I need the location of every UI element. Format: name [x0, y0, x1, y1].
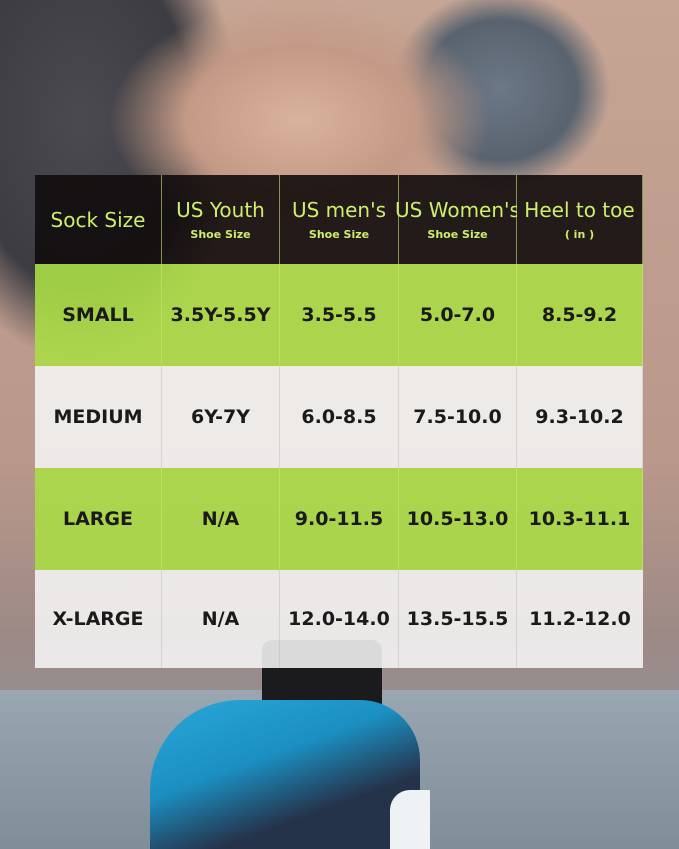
sneaker-sole [390, 790, 430, 849]
cell-value: 3.5-5.5 [301, 304, 377, 326]
table-cell: 7.5-10.0 [399, 366, 517, 468]
size-label-cell: MEDIUM [35, 366, 162, 468]
header-title: US Youth [176, 198, 265, 222]
column-header: US men's Shoe Size [280, 175, 399, 264]
cell-value: X-LARGE [52, 608, 144, 630]
cell-value: 3.5Y-5.5Y [170, 304, 271, 326]
header-subtitle: Shoe Size [427, 228, 488, 241]
table-cell: 12.0-14.0 [280, 570, 399, 668]
cell-value: MEDIUM [53, 406, 143, 428]
cell-value: 13.5-15.5 [406, 608, 509, 630]
table-cell: 8.5-9.2 [517, 264, 643, 366]
table-cell: 9.0-11.5 [280, 468, 399, 570]
table-cell: 10.3-11.1 [517, 468, 643, 570]
size-chart-table: Sock Size US Youth Shoe Size US men's Shoe S… [35, 175, 643, 668]
column-header: US Women's Shoe Size [395, 175, 520, 264]
table-cell: 6Y-7Y [162, 366, 280, 468]
cell-value: 6.0-8.5 [301, 406, 377, 428]
header-title: US men's [291, 198, 387, 222]
header-subtitle: Shoe Size [190, 228, 251, 241]
cell-value: 5.0-7.0 [419, 304, 496, 326]
cell-value: 10.5-13.0 [406, 508, 509, 530]
size-label-cell: LARGE [35, 468, 162, 570]
column-header: Sock Size [35, 175, 162, 264]
table-cell: 6.0-8.5 [280, 366, 399, 468]
cell-value: 12.0-14.0 [288, 608, 390, 630]
cell-value: 6Y-7Y [190, 406, 251, 428]
cell-value: 8.5-9.2 [541, 304, 618, 326]
cell-value: 7.5-10.0 [413, 406, 502, 428]
table-cell: N/A [162, 570, 280, 668]
table-cell: 11.2-12.0 [517, 570, 643, 668]
column-header: Heel to toe ( in ) [517, 175, 643, 264]
blue-sneaker [150, 700, 420, 849]
table-cell: 10.5-13.0 [399, 468, 517, 570]
size-label-cell: SMALL [35, 264, 162, 366]
column-header: US Youth Shoe Size [162, 175, 280, 264]
header-title: Heel to toe [524, 198, 635, 222]
cell-value: 11.2-12.0 [529, 608, 631, 630]
header-title: Sock Size [50, 207, 146, 232]
cell-value: 9.3-10.2 [535, 406, 624, 428]
header-subtitle: Shoe Size [308, 228, 370, 241]
cell-value: LARGE [62, 508, 134, 530]
header-subtitle: ( in ) [564, 228, 595, 241]
cell-value: 9.0-11.5 [294, 508, 384, 530]
table-cell: N/A [162, 468, 280, 570]
header-title: US Women's [395, 198, 520, 222]
table-cell: 3.5Y-5.5Y [162, 264, 280, 366]
cell-value: N/A [201, 608, 240, 630]
table-cell: 3.5-5.5 [280, 264, 399, 366]
size-label-cell: X-LARGE [35, 570, 162, 668]
cell-value: N/A [201, 508, 240, 530]
table-cell: 5.0-7.0 [399, 264, 517, 366]
table-cell: 13.5-15.5 [399, 570, 517, 668]
cell-value: 10.3-11.1 [528, 508, 631, 530]
table-cell: 9.3-10.2 [517, 366, 643, 468]
cell-value: SMALL [62, 304, 134, 326]
